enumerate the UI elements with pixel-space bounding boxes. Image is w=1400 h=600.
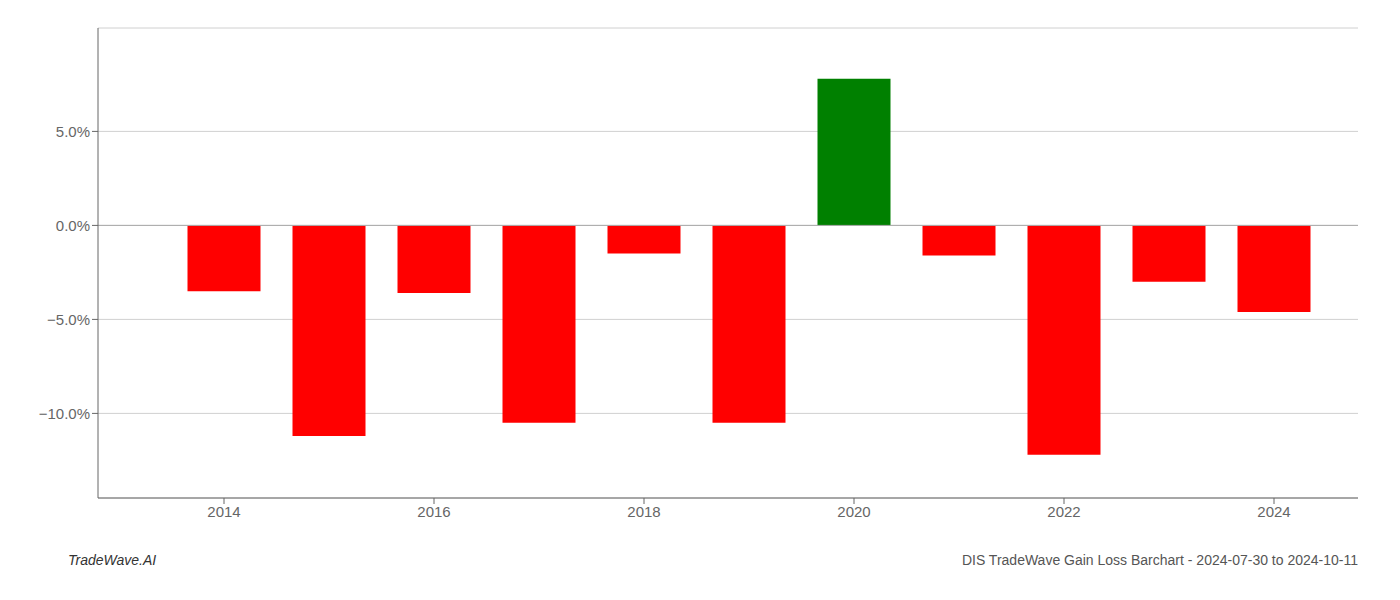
svg-text:−5.0%: −5.0%	[47, 311, 90, 328]
svg-text:0.0%: 0.0%	[56, 217, 90, 234]
svg-text:2022: 2022	[1047, 503, 1080, 520]
svg-text:2016: 2016	[417, 503, 450, 520]
svg-text:2020: 2020	[837, 503, 870, 520]
html-text:TradeWave.AI: TradeWave.AI	[68, 552, 157, 568]
html-text:DIS TradeWave Gain Loss Barcha: DIS TradeWave Gain Loss Barchart - 2024-…	[961, 552, 1358, 568]
svg-text:2018: 2018	[627, 503, 660, 520]
svg-text:5.0%: 5.0%	[56, 123, 90, 140]
svg-text:2014: 2014	[207, 503, 240, 520]
svg-text:−10.0%: −10.0%	[39, 405, 90, 422]
svg-text:2024: 2024	[1257, 503, 1290, 520]
